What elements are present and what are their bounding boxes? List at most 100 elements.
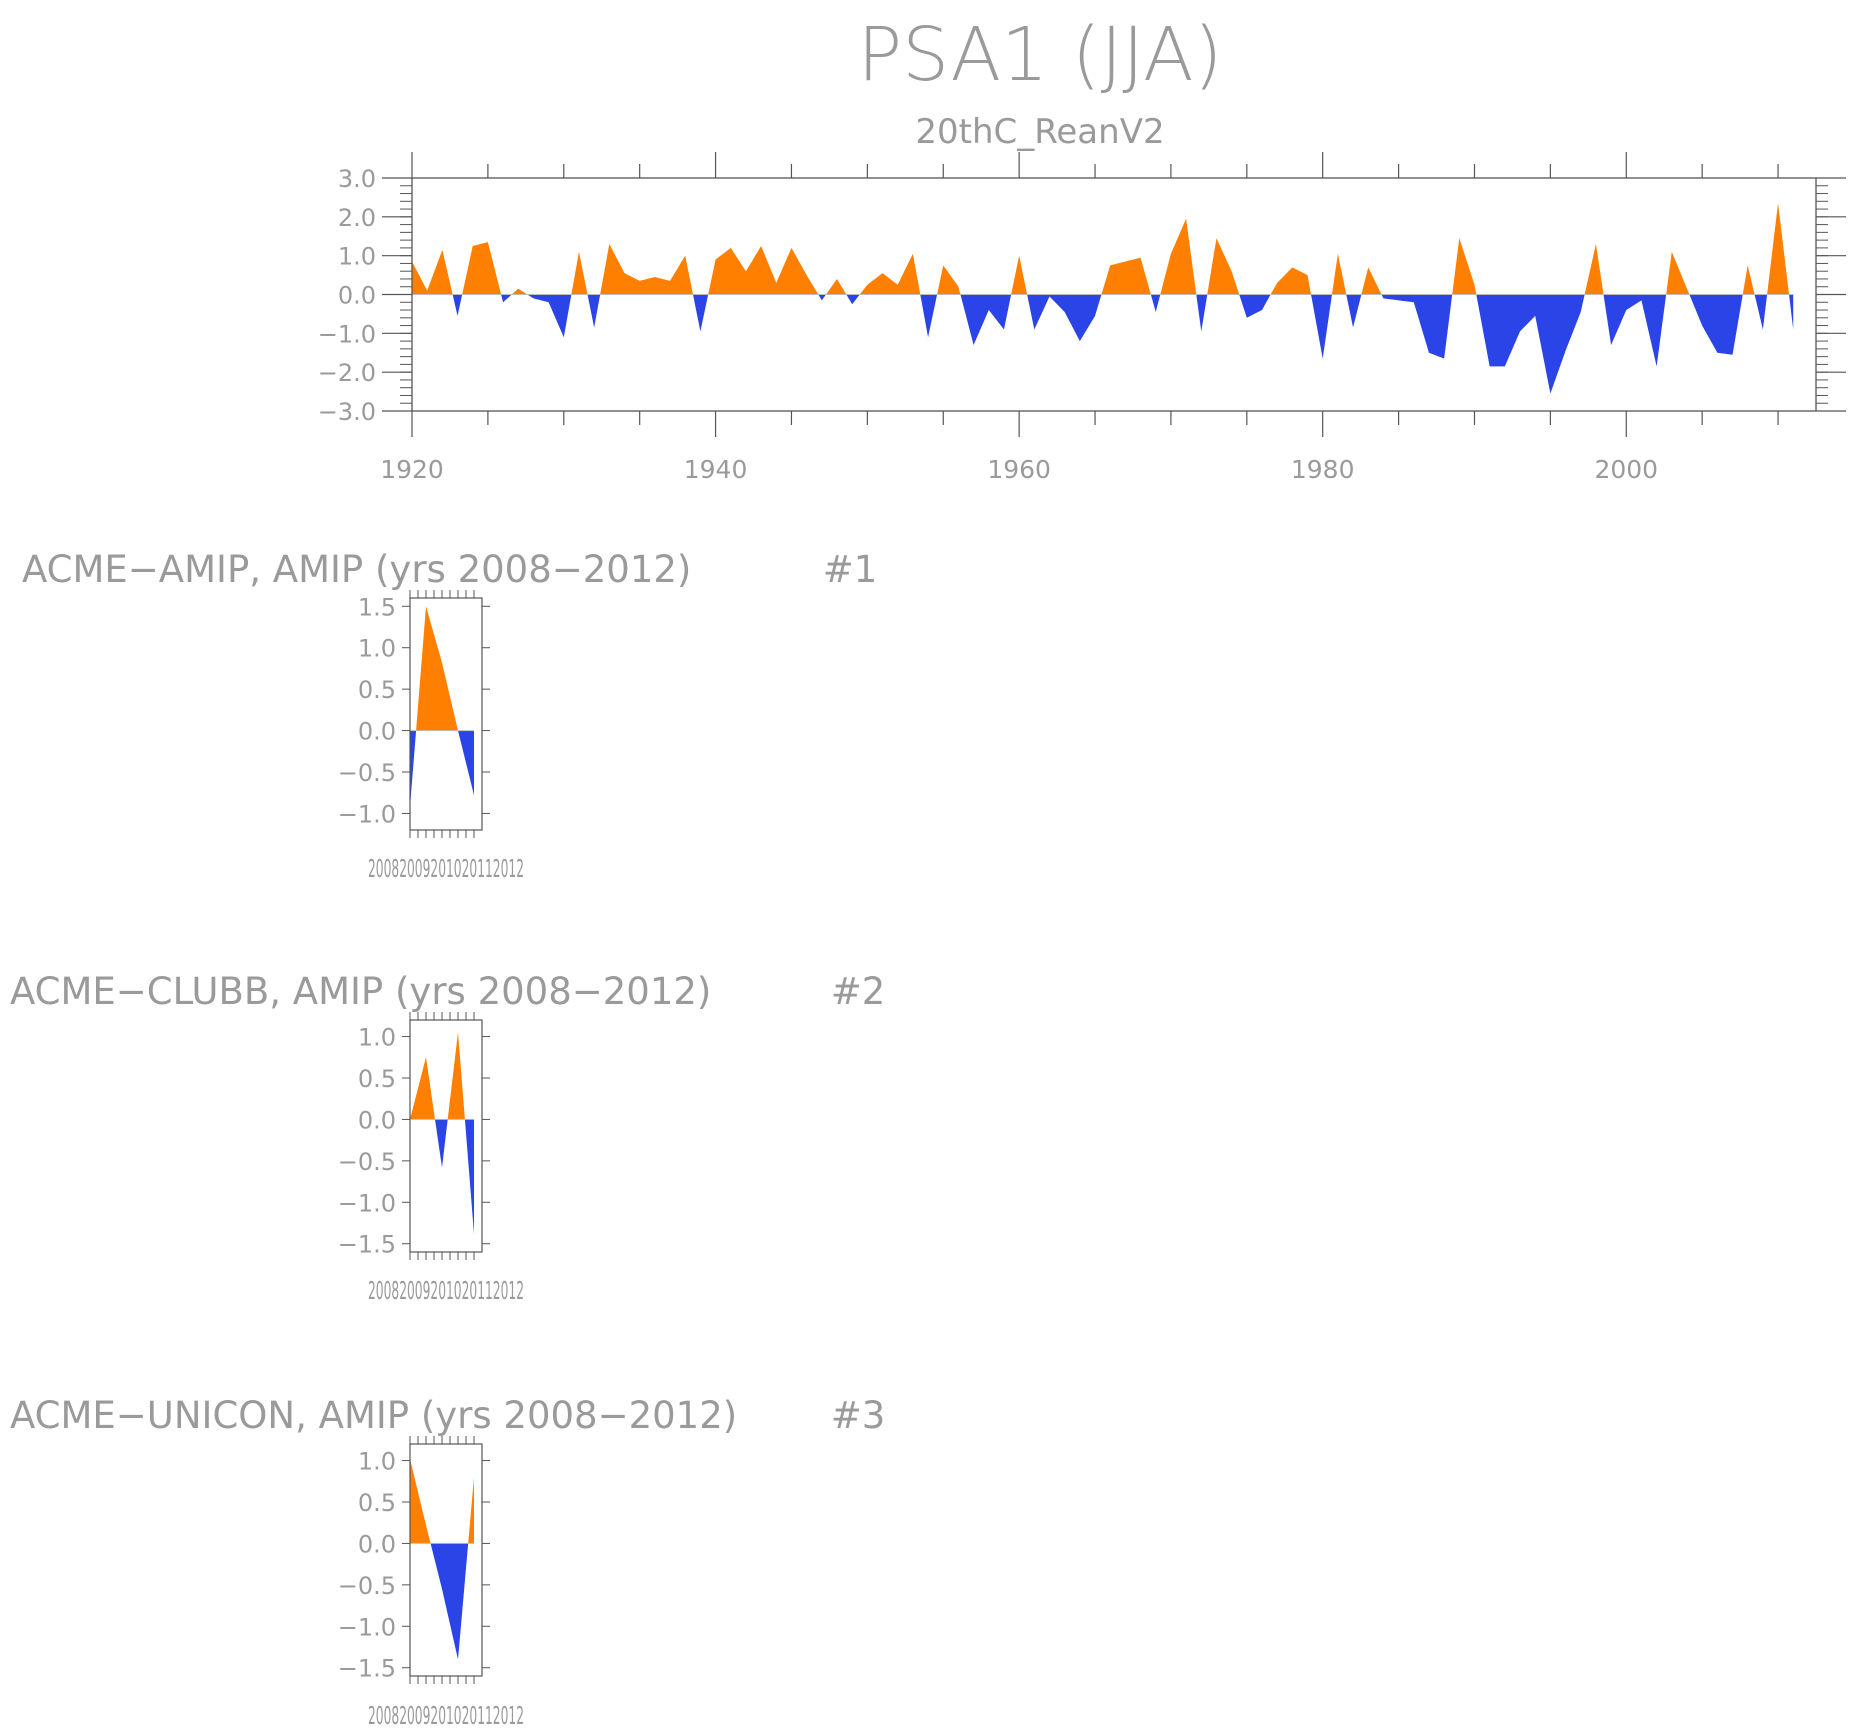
negative-area-main-39 bbox=[1754, 294, 1768, 330]
negative-area-p3-1 bbox=[430, 1543, 469, 1660]
negative-area-main-5 bbox=[527, 294, 572, 338]
positive-area-main-6 bbox=[571, 251, 588, 295]
y-tick-label: 2.0 bbox=[338, 204, 376, 232]
negative-area-main-23 bbox=[1196, 294, 1208, 332]
positive-area-main-30 bbox=[1361, 267, 1382, 295]
positive-area-p3-0 bbox=[410, 1458, 431, 1544]
positive-area-main-28 bbox=[1331, 253, 1347, 295]
negative-area-main-27 bbox=[1311, 294, 1332, 359]
negative-area-main-37 bbox=[1689, 294, 1743, 355]
positive-area-main-32 bbox=[1452, 238, 1477, 295]
positive-area-main-36 bbox=[1666, 251, 1690, 295]
panel-x-tick-labels: 20082009201020112012 bbox=[368, 1276, 524, 1305]
panel-y-tick-label: −0.5 bbox=[338, 759, 396, 787]
negative-area-main-1 bbox=[452, 294, 463, 316]
panel-2: ACME−CLUBB, AMIP (yrs 2008−2012) #2 1.0 0.5… bbox=[10, 970, 885, 1305]
positive-area-main-24 bbox=[1207, 238, 1240, 295]
x-tick-label: 1960 bbox=[987, 455, 1051, 484]
panel-y-tick-label: 1.0 bbox=[358, 1024, 396, 1052]
y-tick-label: 3.0 bbox=[338, 165, 376, 193]
positive-area-main-26 bbox=[1270, 267, 1312, 295]
panel-x-tick-labels: 20082009201020112012 bbox=[368, 854, 524, 883]
panel-y-tick-label: 1.0 bbox=[358, 635, 396, 663]
x-tick-label: 1920 bbox=[380, 455, 444, 484]
negative-area-main-35 bbox=[1603, 294, 1667, 367]
positive-area-main-14 bbox=[859, 253, 921, 295]
negative-area-p2-1 bbox=[435, 1119, 448, 1168]
positive-area-main-38 bbox=[1742, 265, 1755, 295]
negative-area-main-31 bbox=[1381, 294, 1453, 359]
positive-area-main-10 bbox=[708, 245, 819, 295]
panel-frame bbox=[409, 1443, 483, 1677]
positive-area-main-8 bbox=[600, 244, 693, 295]
panel-y-tick-label: 0.5 bbox=[358, 1065, 396, 1093]
panel-3: ACME−UNICON, AMIP (yrs 2008−2012) #3 1.0 0.… bbox=[10, 1394, 885, 1728]
panel-frame bbox=[409, 1019, 483, 1253]
negative-area-main-3 bbox=[501, 294, 512, 303]
negative-area-main-21 bbox=[1150, 294, 1161, 312]
panel-y-tick-label: 1.0 bbox=[358, 1448, 396, 1476]
x-tick-label: 1980 bbox=[1291, 455, 1355, 484]
panel-y-tick-label: −1.5 bbox=[338, 1655, 396, 1683]
panel-y-tick-label: 0.0 bbox=[358, 1106, 396, 1134]
negative-area-main-9 bbox=[692, 294, 709, 332]
positive-area-main-20 bbox=[1101, 257, 1151, 295]
panel-1: ACME−AMIP, AMIP (yrs 2008−2012) #1 1.5 1.0 0… bbox=[22, 548, 877, 883]
negative-area-main-19 bbox=[1027, 294, 1102, 342]
panel-y-tick-label: −1.0 bbox=[338, 800, 396, 828]
positive-area-main-4 bbox=[511, 288, 528, 295]
panel-x-tick-labels: 20082009201020112012 bbox=[368, 1701, 524, 1728]
negative-area-main-15 bbox=[920, 294, 938, 338]
panel-y-tick-label: −1.5 bbox=[338, 1231, 396, 1259]
negative-area-p1-2 bbox=[458, 730, 474, 796]
negative-area-main-11 bbox=[818, 294, 826, 301]
panel-label: #2 bbox=[831, 970, 886, 1013]
chart-subtitle: 20thC_ReanV2 bbox=[915, 112, 1164, 152]
panel-label: #3 bbox=[831, 1394, 886, 1437]
x-tick-label: 1940 bbox=[684, 455, 748, 484]
panel-title: ACME−CLUBB, AMIP (yrs 2008−2012) bbox=[10, 970, 711, 1013]
panel-y-tick-label: 0.0 bbox=[358, 1530, 396, 1558]
negative-area-main-29 bbox=[1346, 294, 1362, 328]
panel-y-tick-label: −0.5 bbox=[338, 1572, 396, 1600]
negative-area-main-41 bbox=[1789, 294, 1794, 330]
positive-area-main-22 bbox=[1160, 218, 1197, 295]
positive-area-p1-1 bbox=[416, 606, 458, 731]
negative-area-main-33 bbox=[1476, 294, 1585, 394]
panel-y-tick-label: −1.0 bbox=[338, 1613, 396, 1641]
negative-area-main-25 bbox=[1239, 294, 1271, 318]
negative-area-p1-0 bbox=[410, 730, 417, 807]
y-tick-label: 0.0 bbox=[338, 282, 376, 310]
panel-y-tick-label: 0.5 bbox=[358, 676, 396, 704]
panel-y-tick-label: 0.5 bbox=[358, 1489, 396, 1517]
positive-area-main-0 bbox=[412, 249, 453, 295]
positive-area-main-40 bbox=[1767, 203, 1790, 295]
negative-area-main-7 bbox=[587, 294, 601, 328]
negative-area-main-13 bbox=[846, 294, 860, 305]
panel-label: #1 bbox=[823, 548, 878, 591]
y-tick-label: 1.0 bbox=[338, 243, 376, 271]
panel-y-tick-label: 0.0 bbox=[358, 718, 396, 746]
positive-area-p3-2 bbox=[468, 1477, 474, 1544]
panel-frame bbox=[409, 597, 483, 831]
positive-area-p2-2 bbox=[447, 1032, 465, 1120]
negative-area-p2-3 bbox=[464, 1119, 474, 1234]
y-tick-label: −3.0 bbox=[318, 398, 376, 426]
panel-y-tick-label: −1.0 bbox=[338, 1189, 396, 1217]
positive-area-main-12 bbox=[825, 278, 847, 295]
panel-title: ACME−UNICON, AMIP (yrs 2008−2012) bbox=[10, 1394, 737, 1437]
positive-area-main-2 bbox=[462, 242, 502, 295]
panel-y-tick-label: 1.5 bbox=[358, 593, 396, 621]
y-tick-label: −1.0 bbox=[318, 320, 376, 348]
positive-area-main-16 bbox=[937, 265, 961, 295]
chart-title: PSA1 (JJA) bbox=[858, 12, 1223, 98]
y-tick-label: −2.0 bbox=[318, 359, 376, 387]
panel-y-tick-label: −0.5 bbox=[338, 1148, 396, 1176]
negative-area-main-17 bbox=[960, 294, 1012, 345]
main-chart: PSA1 (JJA) 20thC_ReanV2 3.0 2.0 1.0 0.0 −1.0 −2… bbox=[318, 12, 1846, 484]
panel-title: ACME−AMIP, AMIP (yrs 2008−2012) bbox=[22, 548, 691, 591]
positive-area-main-18 bbox=[1011, 255, 1028, 295]
positive-area-p2-0 bbox=[410, 1057, 436, 1120]
x-tick-label: 2000 bbox=[1594, 455, 1658, 484]
